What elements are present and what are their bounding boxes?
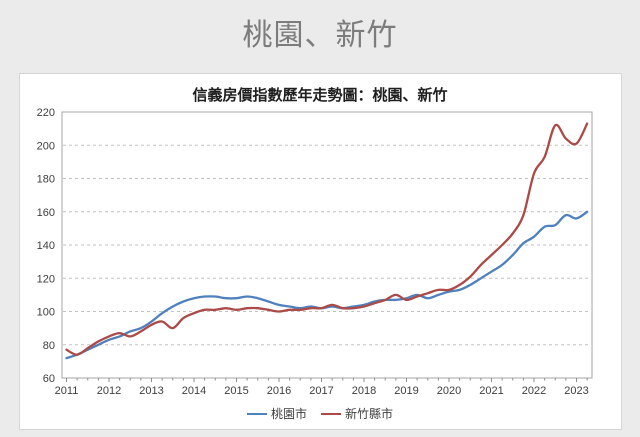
x-tick-label: 2021 bbox=[479, 385, 503, 397]
y-tick-label: 180 bbox=[37, 174, 55, 186]
page-title: 桃園、新竹 bbox=[242, 19, 398, 52]
x-tick-label: 2011 bbox=[55, 385, 79, 397]
y-axis-labels: 60 80 100 120 140 160 180 200 220 bbox=[37, 107, 55, 385]
x-tick-label: 2019 bbox=[394, 385, 418, 397]
chart-legend: 桃園市 新竹縣市 bbox=[0, 405, 640, 422]
x-tick-label: 2022 bbox=[522, 385, 546, 397]
x-tick-label: 2015 bbox=[224, 385, 248, 397]
x-tick-label: 2016 bbox=[267, 385, 291, 397]
legend-label-hsinchu: 新竹縣市 bbox=[345, 407, 394, 421]
y-tick-label: 120 bbox=[37, 273, 55, 285]
legend-label-taoyuan: 桃園市 bbox=[270, 407, 307, 421]
x-tick-label: 2013 bbox=[139, 385, 163, 397]
x-tick-label: 2014 bbox=[182, 385, 206, 397]
gridlines bbox=[63, 144, 591, 346]
x-tick-label: 2018 bbox=[352, 385, 376, 397]
y-tick-label: 200 bbox=[37, 140, 55, 152]
hsinchu-line-swatch bbox=[321, 412, 341, 415]
x-axis-ticks bbox=[66, 378, 588, 382]
series-line-hsinchu bbox=[65, 122, 589, 356]
y-tick-label: 140 bbox=[37, 240, 55, 252]
x-tick-label: 2023 bbox=[564, 385, 588, 397]
legend-item-taoyuan: 桃園市 bbox=[246, 405, 307, 422]
y-tick-label: 220 bbox=[37, 107, 55, 119]
x-tick-label: 2017 bbox=[309, 385, 333, 397]
y-tick-label: 60 bbox=[43, 373, 55, 385]
legend-item-hsinchu: 新竹縣市 bbox=[321, 405, 393, 422]
x-tick-label: 2020 bbox=[437, 385, 461, 397]
y-tick-label: 160 bbox=[37, 207, 55, 219]
x-axis-labels: 2011 2012 2013 2014 2015 2016 2017 2018 2019 2020… bbox=[55, 385, 589, 397]
y-tick-label: 100 bbox=[37, 307, 55, 319]
x-tick-label: 2012 bbox=[97, 385, 121, 397]
taoyuan-line-swatch bbox=[246, 412, 267, 415]
chart-title: 信義房價指數歷年走勢圖：桃園、新竹 bbox=[192, 86, 448, 104]
y-tick-label: 80 bbox=[43, 340, 55, 352]
